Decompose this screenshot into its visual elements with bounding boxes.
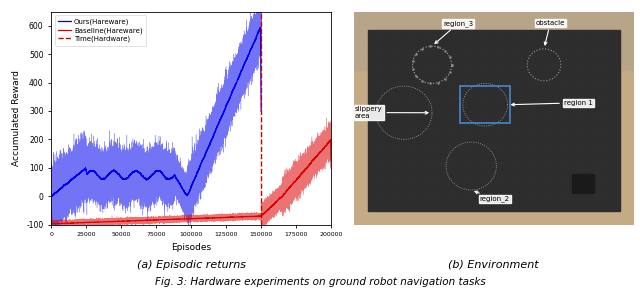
Text: slippery
area: slippery area [355,106,428,119]
Line: Ours(Hareware): Ours(Hareware) [51,27,261,197]
Baseline(Hareware) [47,208,55,212]
Baseline(Hareware) [327,166,335,170]
Text: (b) Environment: (b) Environment [448,260,539,270]
Text: region_3: region_3 [435,20,474,43]
Baseline(Hareware) [107,220,115,223]
Y-axis label: Accumulated Reward: Accumulated Reward [12,70,20,166]
Ours(Hareware) [120,177,128,181]
X-axis label: Episodes: Episodes [171,243,211,252]
Baseline(Hareware) [80,221,88,224]
Ours(Hareware) [106,172,113,175]
Ours(Hareware) [67,178,75,181]
Baseline(Hareware) [173,217,180,221]
Ours(Hareware) [243,58,250,61]
Bar [572,174,595,193]
Bar [460,86,511,123]
Ours(Hareware) [149,173,157,176]
Ours(Hareware) [257,109,265,113]
Ours(Hareware) [257,26,264,29]
Bar [367,30,620,211]
Time(Hardware) [257,194,265,198]
Time(Hardware) [257,194,265,198]
Baseline(Hareware) [319,147,327,150]
Text: region 1: region 1 [511,100,593,106]
Ours(Hareware) [47,195,55,198]
Baseline(Hareware) [48,222,56,226]
Baseline(Hareware) [64,221,72,225]
Baseline(Hareware) [254,215,262,218]
Bar [354,12,634,70]
Ours(Hareware) [56,188,63,191]
Text: region_2: region_2 [475,191,509,202]
Baseline(Hareware) [326,138,334,142]
Legend: Ours(Hareware), Baseline(Hareware), Time(Hardware): Ours(Hareware), Baseline(Hareware), Time… [54,15,146,46]
Ours(Hareware) [47,195,55,198]
Text: obstacle: obstacle [536,20,565,45]
Text: Fig. 3: Hardware experiments on ground robot navigation tasks: Fig. 3: Hardware experiments on ground r… [155,277,485,287]
Line: Baseline(Hareware): Baseline(Hareware) [51,140,331,224]
Text: (a) Episodic returns: (a) Episodic returns [137,260,246,270]
